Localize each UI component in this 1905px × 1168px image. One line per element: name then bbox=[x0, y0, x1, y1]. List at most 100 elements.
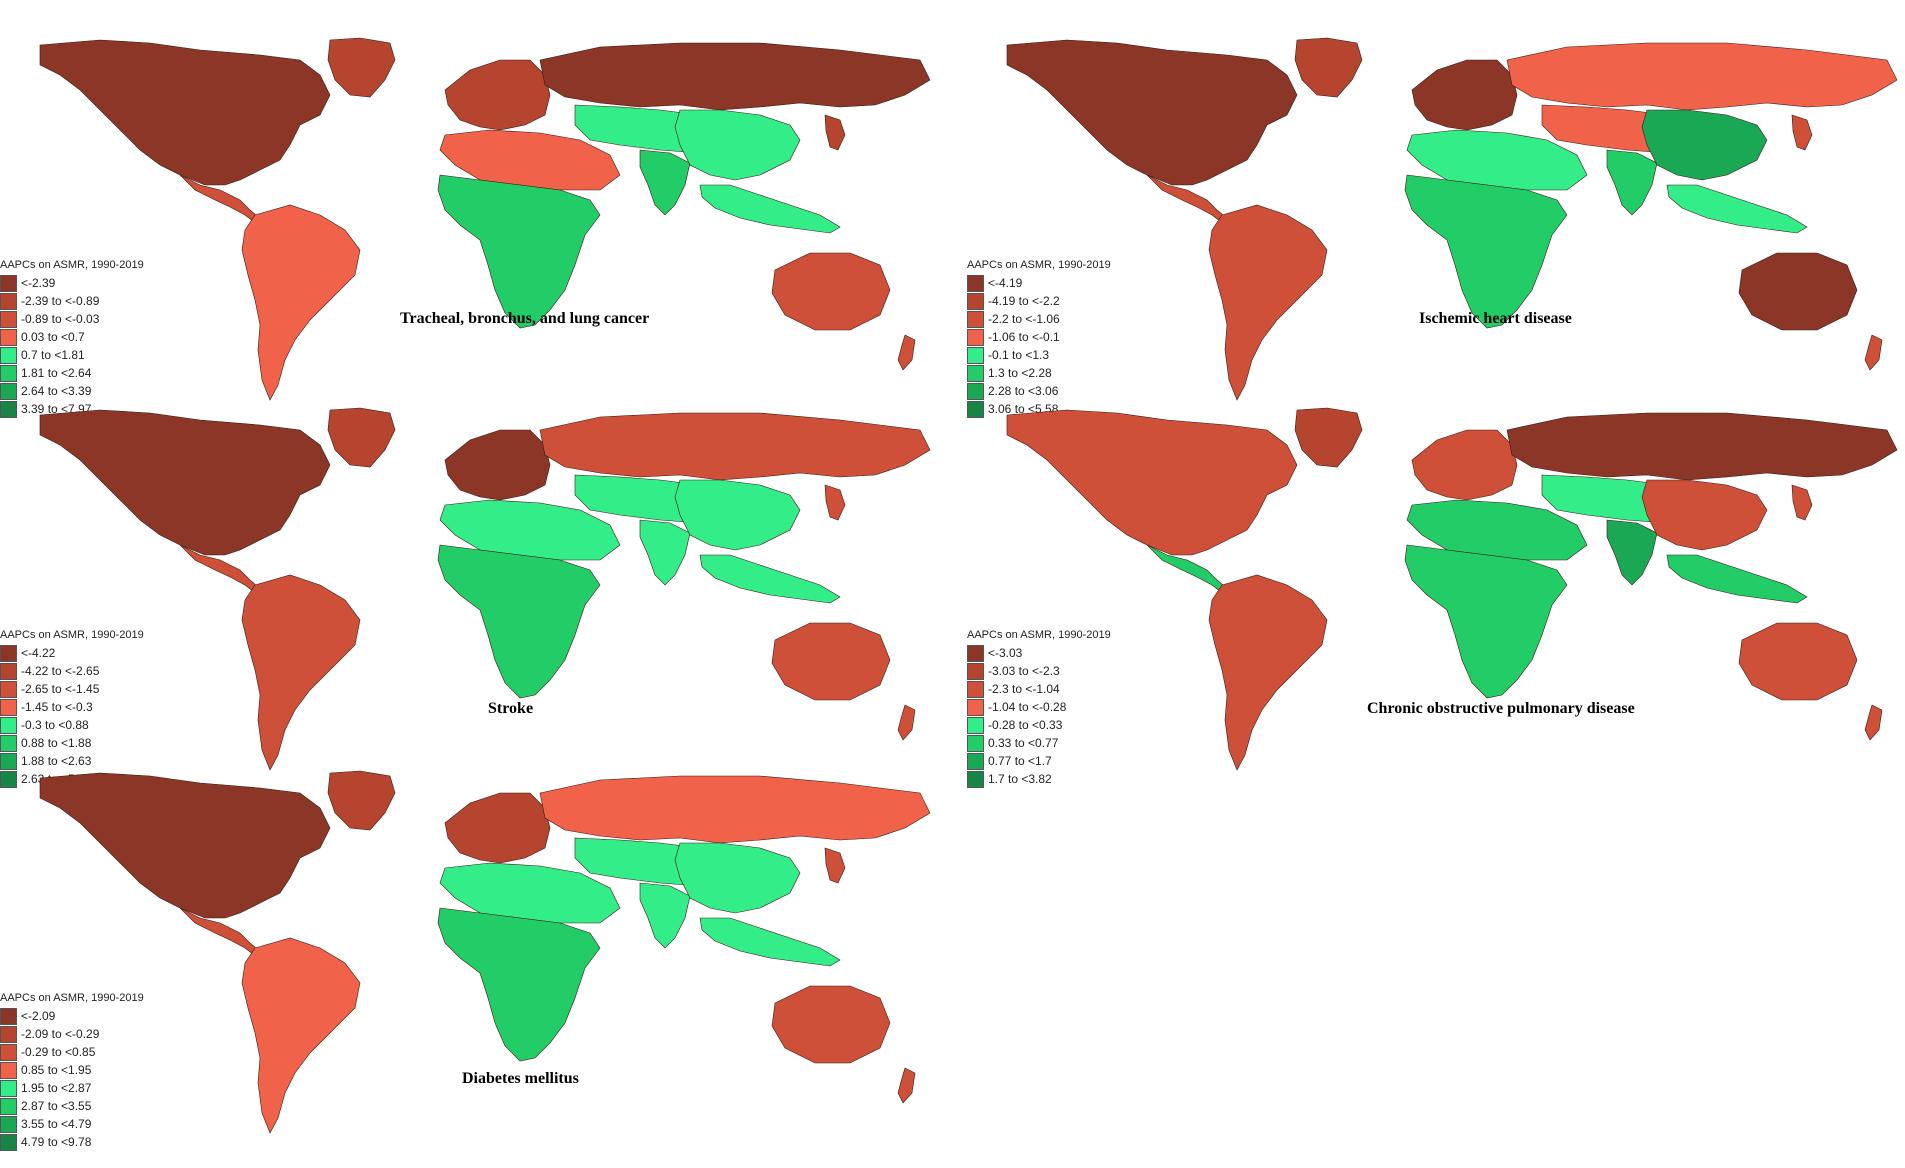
legend-label: -0.29 to <0.85 bbox=[21, 1045, 96, 1059]
legend-label: 2.64 to <3.39 bbox=[21, 384, 92, 398]
region-gr bbox=[1294, 407, 1363, 468]
legend-swatch bbox=[0, 1133, 17, 1151]
region-na bbox=[39, 772, 331, 919]
legend-swatch bbox=[967, 716, 984, 734]
region-nz bbox=[1864, 334, 1883, 371]
legend-item: 1.95 to <2.87 bbox=[0, 1079, 144, 1097]
legend-item: 2.87 to <3.55 bbox=[0, 1097, 144, 1115]
region-nz bbox=[897, 1067, 916, 1104]
region-ch bbox=[1641, 109, 1768, 181]
region-ind bbox=[1606, 519, 1658, 586]
legend-swatch bbox=[0, 734, 17, 752]
region-aus bbox=[1738, 622, 1858, 701]
legend-label: -0.1 to <1.3 bbox=[988, 348, 1050, 362]
legend: AAPCs on ASMR, 1990-2019 <-4.22 -4.22 to … bbox=[0, 629, 144, 788]
region-eu bbox=[444, 792, 551, 864]
region-af bbox=[437, 544, 601, 699]
legend-item: -4.19 to <-2.2 bbox=[967, 292, 1111, 310]
legend-swatch bbox=[0, 680, 17, 698]
panel-title: Chronic obstructive pulmonary disease bbox=[1367, 700, 1635, 717]
legend-label: 3.55 to <4.79 bbox=[21, 1117, 92, 1131]
legend-swatch bbox=[0, 752, 17, 770]
legend-swatch bbox=[0, 364, 17, 382]
legend-label: 0.33 to <0.77 bbox=[988, 736, 1059, 750]
region-sea bbox=[1666, 184, 1808, 234]
region-sa bbox=[241, 937, 361, 1134]
region-ind bbox=[639, 882, 691, 949]
legend-swatch bbox=[967, 364, 984, 382]
legend-item: -3.03 to <-2.3 bbox=[967, 662, 1111, 680]
legend-swatch bbox=[0, 1097, 17, 1115]
region-sea bbox=[699, 554, 841, 604]
legend-swatch bbox=[0, 770, 17, 788]
legend-label: 0.85 to <1.95 bbox=[21, 1063, 92, 1077]
region-gr bbox=[1294, 37, 1363, 98]
region-nz bbox=[1864, 704, 1883, 741]
region-eu bbox=[444, 429, 551, 501]
legend-item: <-4.22 bbox=[0, 644, 144, 662]
map-panel-stroke: AAPCs on ASMR, 1990-2019 <-4.22 -4.22 to … bbox=[0, 405, 940, 805]
region-mena bbox=[439, 862, 621, 924]
region-mena bbox=[439, 129, 621, 191]
region-ru bbox=[539, 42, 931, 111]
legend-item: -0.28 to <0.33 bbox=[967, 716, 1111, 734]
legend-label: -1.06 to <-0.1 bbox=[988, 330, 1060, 344]
region-ch bbox=[1641, 479, 1768, 551]
region-jp bbox=[1791, 484, 1813, 521]
legend-label: -2.2 to <-1.06 bbox=[988, 312, 1060, 326]
region-ch bbox=[674, 479, 801, 551]
legend-title: AAPCs on ASMR, 1990-2019 bbox=[967, 629, 1111, 641]
legend-swatch bbox=[967, 310, 984, 328]
region-af bbox=[437, 907, 601, 1062]
legend-item: <-4.19 bbox=[967, 274, 1111, 292]
legend-swatch bbox=[967, 680, 984, 698]
region-mena bbox=[1406, 499, 1588, 561]
region-sa bbox=[241, 574, 361, 771]
region-mena bbox=[1406, 129, 1588, 191]
legend-item: -0.1 to <1.3 bbox=[967, 346, 1111, 364]
region-aus bbox=[771, 252, 891, 331]
legend-label: -0.89 to <-0.03 bbox=[21, 312, 100, 326]
legend-swatch bbox=[0, 1115, 17, 1133]
legend-title: AAPCs on ASMR, 1990-2019 bbox=[967, 259, 1111, 271]
region-mena bbox=[439, 499, 621, 561]
world-map bbox=[39, 770, 931, 1134]
legend-swatch bbox=[967, 734, 984, 752]
legend-swatch bbox=[0, 698, 17, 716]
legend-swatch bbox=[0, 662, 17, 680]
legend-item: 2.64 to <3.39 bbox=[0, 382, 144, 400]
legend-label: 0.77 to <1.7 bbox=[988, 754, 1052, 768]
region-sa bbox=[1208, 574, 1328, 771]
map-panel-lung-cancer: AAPCs on ASMR, 1990-2019 <-2.39 -2.39 to … bbox=[0, 35, 940, 435]
region-sa bbox=[1208, 204, 1328, 401]
legend-swatch bbox=[0, 400, 17, 418]
legend-label: -1.45 to <-0.3 bbox=[21, 700, 93, 714]
legend-item: -2.3 to <-1.04 bbox=[967, 680, 1111, 698]
legend-swatch bbox=[0, 644, 17, 662]
legend-label: 0.03 to <0.7 bbox=[21, 330, 85, 344]
legend-item: -1.06 to <-0.1 bbox=[967, 328, 1111, 346]
region-af bbox=[1404, 544, 1568, 699]
region-ind bbox=[639, 519, 691, 586]
legend-item: -0.89 to <-0.03 bbox=[0, 310, 144, 328]
legend-label: 4.79 to <9.78 bbox=[21, 1135, 92, 1149]
region-ru bbox=[539, 412, 931, 481]
region-sea bbox=[1666, 554, 1808, 604]
legend-item: 0.7 to <1.81 bbox=[0, 346, 144, 364]
legend-swatch bbox=[967, 752, 984, 770]
region-na bbox=[1006, 39, 1298, 186]
legend-label: 1.88 to <2.63 bbox=[21, 754, 92, 768]
legend-swatch bbox=[967, 328, 984, 346]
region-gr bbox=[327, 37, 396, 98]
region-jp bbox=[1791, 114, 1813, 151]
legend-label: -2.09 to <-0.29 bbox=[21, 1027, 100, 1041]
legend-label: <-3.03 bbox=[988, 646, 1023, 660]
region-jp bbox=[824, 847, 846, 884]
legend-label: -2.39 to <-0.89 bbox=[21, 294, 100, 308]
legend-label: 0.7 to <1.81 bbox=[21, 348, 85, 362]
region-gr bbox=[327, 770, 396, 831]
legend: AAPCs on ASMR, 1990-2019 <-2.39 -2.39 to … bbox=[0, 259, 144, 418]
region-ch bbox=[674, 109, 801, 181]
region-ru bbox=[1506, 42, 1898, 111]
legend-swatch bbox=[0, 328, 17, 346]
